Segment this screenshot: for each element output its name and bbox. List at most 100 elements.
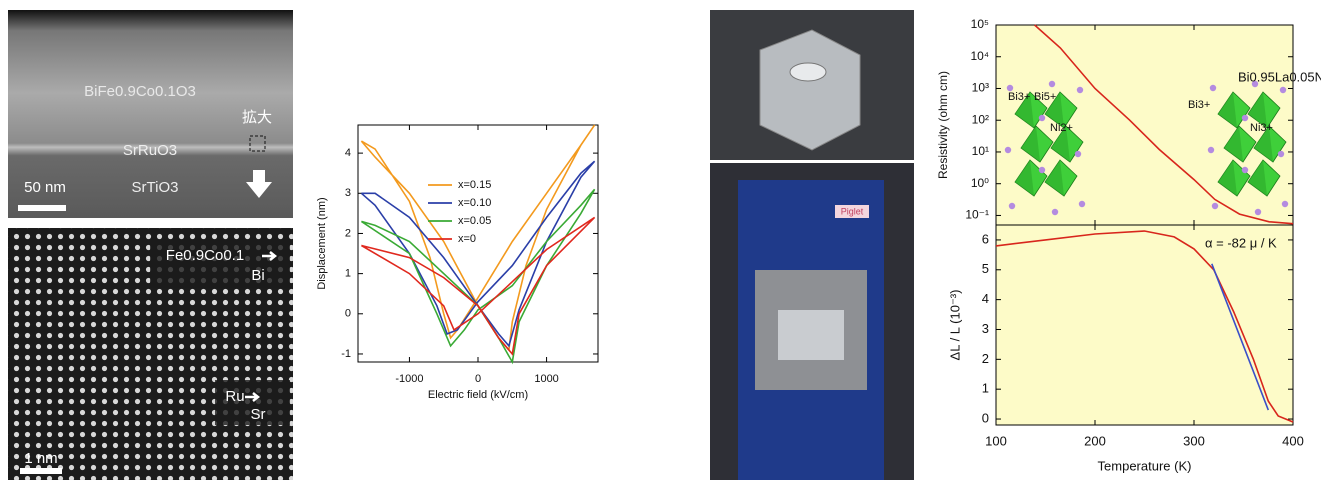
octahedron-face — [1045, 160, 1064, 196]
atom — [1277, 150, 1285, 158]
sign-plate — [835, 205, 869, 218]
scale-bar — [18, 205, 66, 211]
annotation: Ni2+ — [1050, 122, 1073, 134]
octahedron-face — [1045, 92, 1064, 128]
press-cube — [778, 310, 844, 360]
anvil-cell — [789, 62, 827, 82]
scale-label: 1 nm — [24, 450, 57, 467]
series-line — [360, 124, 596, 352]
legend-label: x=0 — [458, 233, 476, 245]
y-tick-label: 10² — [972, 112, 989, 126]
y-axis-label: ΔL / L (10⁻³) — [947, 290, 962, 361]
octahedron-face — [1015, 92, 1034, 128]
y-tick-label: 10⁰ — [971, 176, 989, 190]
y-tick-label: 2 — [982, 351, 989, 366]
y-tick-label: 5 — [982, 261, 989, 276]
y-tick-label: 4 — [982, 291, 989, 306]
legend-label: x=0.10 — [458, 197, 491, 209]
y-tick-label: -1 — [341, 348, 351, 360]
atom — [1038, 166, 1046, 174]
atom — [1008, 202, 1016, 210]
zoom-label: 拡大 — [242, 109, 272, 126]
octahedron-face — [1248, 160, 1267, 196]
atom — [1038, 114, 1046, 122]
octahedron-face — [1015, 160, 1034, 196]
octahedron-face — [1254, 126, 1273, 162]
label-backdrop — [150, 240, 290, 288]
x-tick-label: 400 — [1282, 433, 1304, 448]
y-tick-label: 3 — [345, 187, 351, 199]
site-a-label: Bi — [251, 267, 264, 284]
annotation: α = -82 μ / K — [1205, 235, 1277, 250]
atom — [1241, 166, 1249, 174]
y-tick-label: 10⁻¹ — [965, 208, 989, 222]
plot-background — [996, 225, 1293, 425]
anvil-cube — [759, 29, 861, 151]
octahedron-face — [1224, 126, 1243, 162]
atom — [1211, 202, 1219, 210]
octahedron-face — [1051, 126, 1070, 162]
series-line — [1034, 24, 1294, 225]
down-arrow — [246, 170, 272, 198]
x-tick-label: -1000 — [395, 373, 423, 385]
sign-label: Piglet — [841, 206, 864, 216]
octahedron-face — [1248, 92, 1267, 128]
x-axis-label: Temperature (K) — [1098, 458, 1192, 473]
annotation: Bi3+ — [1008, 91, 1030, 103]
annotation: Bi0.95La0.05NiO3 — [1238, 69, 1321, 84]
y-tick-label: 3 — [982, 321, 989, 336]
site-arrows — [245, 251, 278, 402]
atom — [1076, 86, 1084, 94]
substrate-label: SrTiO3 — [132, 179, 179, 196]
atom — [1281, 200, 1289, 208]
atom — [1251, 80, 1259, 88]
series-line — [995, 230, 1294, 423]
octahedron-face — [1218, 160, 1237, 196]
annotation: Ni3+ — [1250, 122, 1273, 134]
y-tick-label: 10¹ — [972, 144, 989, 158]
atom — [1051, 208, 1059, 216]
label-backdrop — [215, 380, 290, 425]
y-tick-label: 6 — [982, 231, 989, 246]
y-tick-label: 4 — [345, 147, 351, 159]
x-tick-label: 100 — [985, 433, 1007, 448]
atom — [1207, 146, 1215, 154]
atom — [1209, 84, 1217, 92]
annotation: Bi5+ — [1034, 91, 1056, 103]
y-axis-label: Displacement (nm) — [316, 197, 328, 289]
octahedron-face — [1021, 126, 1040, 162]
y-tick-label: 1 — [345, 268, 351, 280]
series-line — [1211, 263, 1270, 411]
atom — [1006, 84, 1014, 92]
x-axis-label: Electric field (kV/cm) — [428, 389, 528, 401]
atom — [1074, 150, 1082, 158]
legend-label: x=0.05 — [458, 215, 491, 227]
y-tick-label: 10³ — [972, 81, 989, 95]
legend-label: x=0.15 — [458, 179, 491, 191]
atom — [1048, 80, 1056, 88]
scale-bar — [20, 468, 62, 474]
x-tick-label: 0 — [475, 373, 481, 385]
y-tick-label: 1 — [982, 381, 989, 396]
series-line — [360, 188, 596, 365]
x-tick-label: 200 — [1084, 433, 1106, 448]
atom — [1241, 114, 1249, 122]
zoom-box — [249, 135, 266, 152]
y-tick-label: 0 — [982, 410, 989, 425]
sr-label: Sr — [251, 406, 266, 423]
y-tick-label: 10⁴ — [970, 49, 989, 63]
plot-background — [996, 25, 1293, 225]
x-tick-label: 300 — [1183, 433, 1205, 448]
atom — [1279, 86, 1287, 94]
atom — [1078, 200, 1086, 208]
series-line — [360, 160, 596, 348]
ru-label: Ru — [225, 388, 244, 405]
electrode-label: SrRuO3 — [123, 142, 177, 159]
series-line — [360, 216, 596, 356]
y-tick-label: 0 — [345, 308, 351, 320]
atom — [1254, 208, 1262, 216]
octahedron-face — [1218, 92, 1237, 128]
annotation: Bi3+ — [1188, 99, 1210, 111]
plot-frame — [995, 224, 1294, 426]
